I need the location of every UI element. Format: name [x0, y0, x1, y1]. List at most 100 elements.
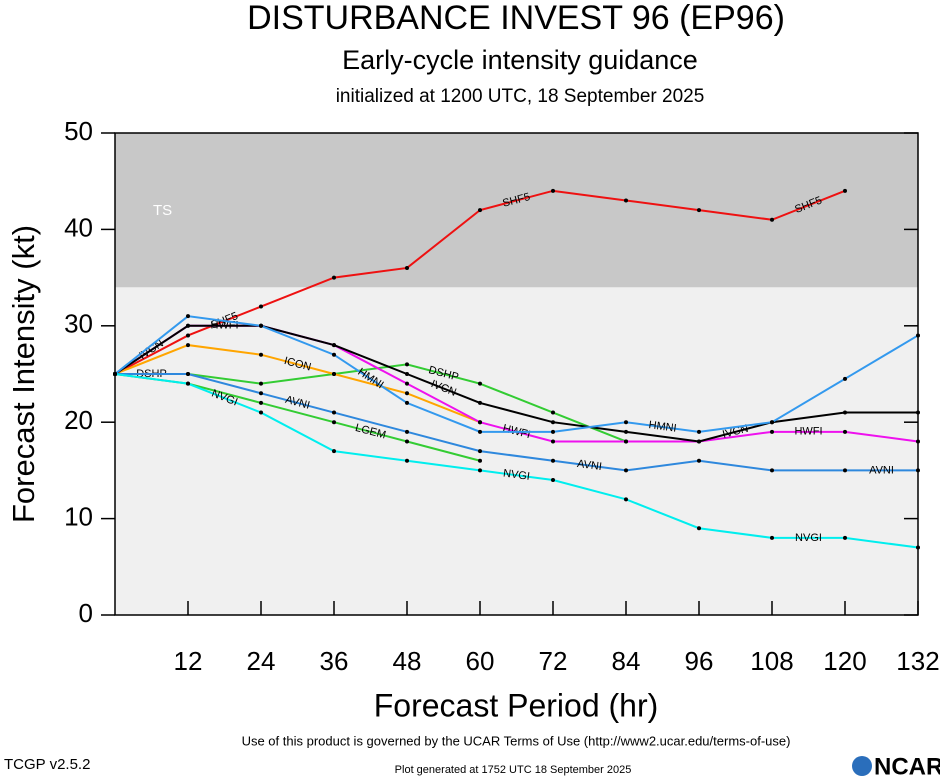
series-point: [551, 420, 555, 425]
series-point: [843, 429, 847, 434]
series-point: [551, 429, 555, 434]
series-point: [697, 208, 701, 213]
series-point: [916, 439, 920, 444]
series-label: AVNI: [576, 458, 602, 473]
x-tick-label: 108: [750, 646, 793, 676]
chart-title: DISTURBANCE INVEST 96 (EP96): [247, 0, 785, 37]
series-point: [332, 343, 336, 348]
series-point: [478, 381, 482, 386]
y-tick-label: 10: [64, 501, 93, 531]
series-point: [405, 458, 409, 463]
x-tick-label: 60: [466, 646, 495, 676]
series-point: [405, 372, 409, 376]
series-point: [186, 323, 190, 328]
series-point: [478, 208, 482, 213]
series-point: [113, 372, 117, 376]
series-point: [624, 198, 628, 203]
terms: Use of this product is governed by the U…: [242, 733, 791, 748]
series-point: [843, 535, 847, 540]
series-point: [478, 420, 482, 425]
y-tick-label: 0: [79, 598, 93, 628]
series-point: [259, 352, 263, 357]
series-label: AVNI: [869, 464, 894, 476]
x-axis-label: Forecast Period (hr): [374, 687, 659, 723]
logo-icon: [852, 756, 872, 776]
series-label: HMNI: [648, 419, 677, 435]
series-point: [770, 429, 774, 434]
series-point: [551, 478, 555, 483]
series-point: [186, 381, 190, 386]
series-point: [770, 535, 774, 540]
series-line: [114, 373, 919, 549]
series-point: [259, 304, 263, 309]
series-point: [551, 458, 555, 463]
series-point: [551, 439, 555, 444]
y-axis-label: Forecast Intensity (kt): [6, 225, 41, 523]
series-point: [770, 468, 774, 473]
series-point: [478, 400, 482, 405]
series-point: [259, 400, 263, 405]
series-point: [551, 410, 555, 415]
series-point: [332, 372, 336, 376]
series-point: [259, 381, 263, 386]
x-tick-label: 120: [823, 646, 866, 676]
series-line: [114, 324, 918, 443]
series-point: [332, 449, 336, 454]
series-point: [916, 468, 920, 473]
series-line: [115, 373, 918, 472]
logo: NCAR: [874, 753, 940, 780]
x-tick-label: 12: [174, 646, 203, 676]
series-point: [478, 468, 482, 473]
series-point: [405, 362, 409, 367]
x-tick-label: 36: [320, 646, 349, 676]
series-point: [332, 410, 336, 415]
series-point: [259, 323, 263, 328]
x-tick-label: 72: [539, 646, 568, 676]
series-point: [916, 545, 920, 550]
series-point: [843, 188, 847, 193]
x-tick-label: 24: [247, 646, 276, 676]
series-point: [916, 333, 920, 338]
series-point: [843, 468, 847, 473]
x-tick-label: 84: [612, 646, 641, 676]
y-tick-label: 40: [64, 212, 93, 242]
series-point: [405, 391, 409, 396]
series-point: [405, 400, 409, 405]
series-point: [405, 429, 409, 434]
series-point: [186, 314, 190, 319]
series-point: [843, 410, 847, 415]
series-point: [551, 188, 555, 193]
series-point: [332, 420, 336, 425]
series-point: [186, 372, 190, 376]
series-point: [697, 458, 701, 463]
generated: Plot generated at 1752 UTC 18 September …: [395, 764, 632, 776]
series-label: HWFI: [794, 426, 822, 438]
series-point: [186, 333, 190, 338]
series-point: [843, 376, 847, 381]
series-point: [478, 429, 482, 434]
x-tick-label: 48: [393, 646, 422, 676]
series-point: [916, 410, 920, 415]
series-point: [697, 526, 701, 531]
series-point: [624, 497, 628, 502]
series-point: [332, 352, 336, 357]
series-point: [405, 439, 409, 444]
series-point: [186, 343, 190, 348]
y-tick-label: 50: [64, 116, 93, 146]
series-point: [405, 265, 409, 270]
series-point: [770, 420, 774, 425]
series-point: [259, 391, 263, 396]
series-point: [405, 381, 409, 386]
series-point: [770, 217, 774, 222]
band-label: TS: [153, 202, 172, 219]
series-point: [624, 420, 628, 425]
series-point: [478, 449, 482, 454]
series-point: [624, 429, 628, 434]
chart-subtitle: Early-cycle intensity guidance: [342, 45, 698, 75]
x-tick-label: 132: [896, 646, 939, 676]
series-line: [114, 315, 919, 433]
series-point: [624, 439, 628, 444]
series-label: NVGI: [795, 532, 822, 544]
series-line: [115, 363, 627, 443]
